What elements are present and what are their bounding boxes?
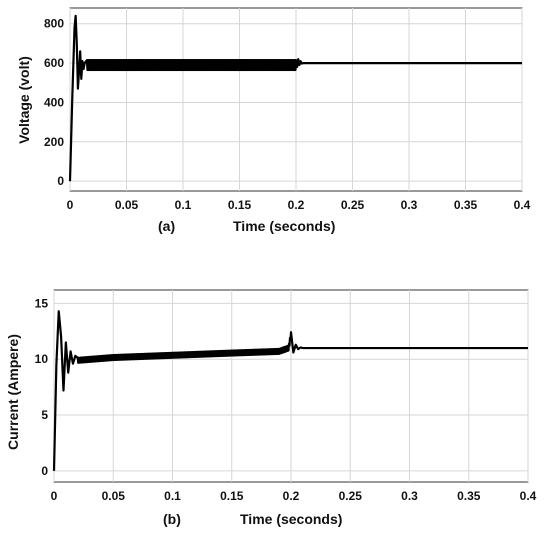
ytick-label: 5 — [41, 408, 48, 422]
xtick-label: 0 — [67, 198, 74, 212]
ytick-label: 15 — [35, 296, 49, 310]
xlabel-b: Time (seconds) — [240, 511, 342, 527]
ytick-label: 800 — [44, 17, 64, 31]
xtick-label: 0.15 — [228, 198, 252, 212]
xtick-label: 0.3 — [401, 198, 418, 212]
panel-label-b: (b) — [163, 511, 181, 527]
xlabel-a: Time (seconds) — [233, 218, 335, 234]
ytick-label: 0 — [57, 174, 64, 188]
xtick-label: 0.2 — [283, 489, 300, 503]
xtick-label: 0 — [51, 489, 58, 503]
xtick-label: 0.35 — [454, 198, 478, 212]
xtick-label: 0.4 — [520, 489, 537, 503]
xtick-label: 0.15 — [220, 489, 244, 503]
ytick-label: 400 — [44, 95, 64, 109]
xtick-label: 0.1 — [164, 489, 181, 503]
ytick-label: 200 — [44, 135, 64, 149]
ytick-label: 0 — [41, 464, 48, 478]
xtick-label: 0.35 — [457, 489, 481, 503]
ylabel-a: Voltage (volt) — [16, 56, 32, 144]
xtick-label: 0.3 — [401, 489, 418, 503]
ytick-label: 10 — [35, 352, 49, 366]
ytick-labels-a: 0 200 400 600 800 — [44, 17, 64, 188]
xtick-label: 0.4 — [514, 198, 531, 212]
ytick-labels-b: 0 5 10 15 — [35, 296, 49, 477]
current-series-line — [52, 310, 528, 471]
voltage-series-line — [68, 14, 522, 182]
xtick-label: 0.25 — [339, 489, 363, 503]
xtick-label: 0.05 — [102, 489, 126, 503]
xtick-label: 0.2 — [288, 198, 305, 212]
xtick-labels-a: 0 0.05 0.1 0.15 0.2 0.25 0.3 0.35 0.4 — [67, 198, 531, 212]
ylabel-b: Current (Ampere) — [5, 334, 21, 450]
panel-a: 0 200 400 600 800 0 0.05 0.1 0.15 0.2 0.25 0.3 0.35… — [16, 7, 531, 234]
panel-b: 0 5 10 15 0 0.05 0.1 0.15 0.2 0.25 0.3 0.35 0.4 Cur… — [5, 289, 537, 527]
xtick-label: 0.1 — [175, 198, 192, 212]
ytick-label: 600 — [44, 56, 64, 70]
xtick-labels-b: 0 0.05 0.1 0.15 0.2 0.25 0.3 0.35 0.4 — [51, 489, 537, 503]
panel-label-a: (a) — [158, 218, 175, 234]
xtick-label: 0.25 — [341, 198, 365, 212]
xtick-label: 0.05 — [115, 198, 139, 212]
